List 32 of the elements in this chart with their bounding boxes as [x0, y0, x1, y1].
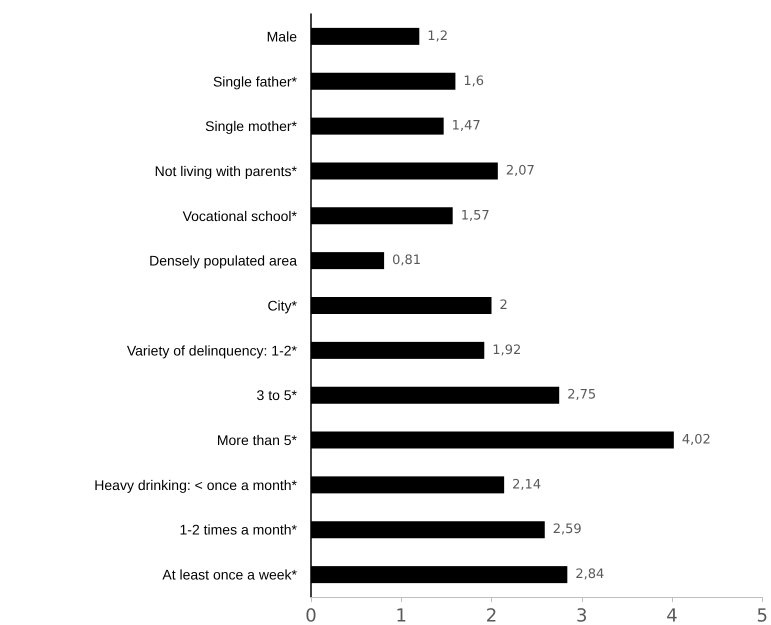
- data-label: 2: [500, 298, 508, 313]
- data-label: 1,2: [427, 28, 448, 44]
- data-label: 1,6: [463, 74, 484, 89]
- y-tick-label: Densely populated area: [149, 252, 298, 269]
- data-label: 2,84: [575, 567, 604, 582]
- y-tick-label: More than 5*: [216, 432, 298, 448]
- data-label: 2,75: [567, 388, 596, 403]
- y-tick-label: Vocational school*: [182, 208, 298, 224]
- x-tick-label: 2: [486, 606, 498, 625]
- x-tick-label: 0: [305, 606, 317, 625]
- y-tick-label: Single mother*: [205, 118, 298, 134]
- x-tick-label: 1: [396, 606, 407, 625]
- y-tick-label: 3 to 5*: [256, 387, 298, 404]
- data-label: 0,81: [392, 253, 422, 268]
- y-tick-label: Variety of delinquency: 1-2*: [126, 342, 298, 358]
- data-label: 4,02: [682, 432, 711, 448]
- y-tick-label: 1-2 times a month*: [180, 522, 298, 538]
- data-label: 1,57: [460, 208, 490, 224]
- y-tick-label: At least once a week*: [162, 566, 298, 583]
- y-tick-label: Male: [266, 28, 298, 44]
- data-label: 2,14: [512, 477, 542, 492]
- y-tick-label: City*: [267, 298, 298, 314]
- x-tick-label: 4: [666, 606, 678, 625]
- y-tick-label: Heavy drinking: < once a month*: [94, 476, 298, 493]
- data-label: 2,07: [506, 163, 535, 178]
- x-tick-label: 3: [576, 606, 588, 625]
- data-label: 1,92: [492, 342, 522, 358]
- x-tick-label: 5: [756, 606, 768, 625]
- y-tick-label: Not living with parents*: [154, 162, 298, 179]
- data-label: 1,47: [452, 118, 481, 134]
- y-tick-label: Single father*: [212, 73, 298, 90]
- data-label: 2,59: [552, 522, 582, 538]
